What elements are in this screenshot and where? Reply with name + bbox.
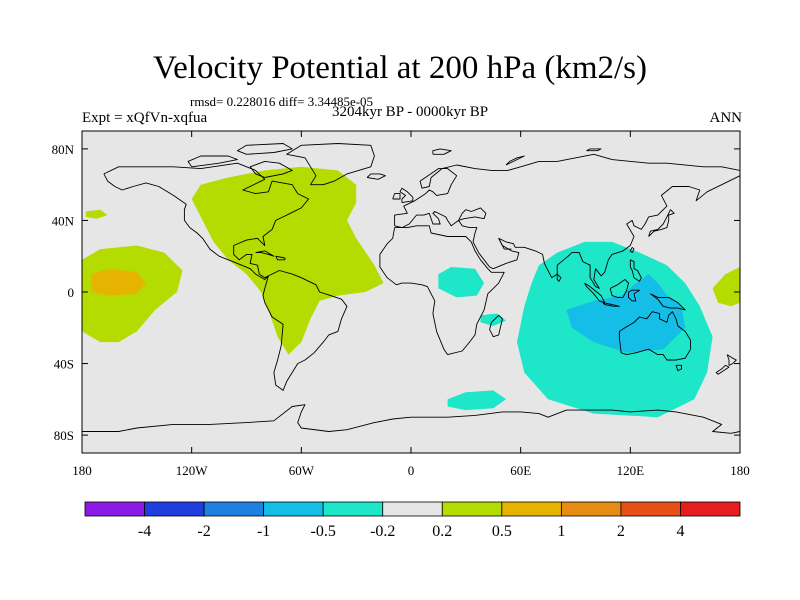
colorbar-label: 1 [557, 523, 565, 540]
colorbar-label: -0.5 [311, 523, 336, 540]
colorbar-swatch [203, 501, 265, 517]
colorbar-label: 0.2 [432, 523, 452, 540]
colorbar-swatch [322, 501, 384, 517]
coastline-eurasia-africa [379, 225, 505, 356]
coastline-australia [618, 311, 692, 361]
anomaly-region-north-pacific-blob [85, 209, 108, 219]
x-tick-label: 0 [408, 463, 415, 478]
coastline-new-zealand-north [726, 354, 737, 366]
colorbar-swatch [560, 501, 622, 517]
x-tick-label: 180 [72, 463, 92, 478]
coastline-arabia-gulf [498, 238, 512, 250]
coastline-java [602, 302, 620, 307]
coastline-iceland [366, 173, 386, 180]
coastline-madagascar [489, 314, 503, 338]
coastline-novaya-zemlya [505, 155, 525, 166]
colorbar-label: 4 [676, 523, 684, 540]
colorbar-swatch [441, 501, 503, 517]
colorbar-swatch [680, 501, 741, 517]
x-tick-label: 60E [510, 463, 531, 478]
coastline-japan [648, 209, 675, 237]
colorbar-swatch [382, 501, 443, 517]
coastline-ireland [392, 193, 401, 200]
coastline-south-america [262, 270, 348, 391]
coastline-severnaya [586, 148, 602, 152]
coastline-north-america [103, 162, 310, 280]
coastline-sumatra [584, 282, 606, 304]
colorbar-swatch [620, 501, 681, 517]
season-label: ANN [709, 110, 743, 126]
anomaly-region-maritime-continent [566, 274, 686, 353]
stats-line: rmsd= 0.228016 diff= 3.34485e-05 [190, 94, 374, 109]
x-tick-label: 120E [617, 463, 645, 478]
coastline-ellesmere [236, 143, 293, 155]
colorbar-label: 0.5 [492, 523, 512, 540]
colorbar-swatch [263, 501, 324, 517]
coastline-baffin [249, 160, 293, 178]
coastline-cuba [255, 250, 275, 257]
period-label: 3204kyr BP - 0000kyr BP [331, 104, 489, 120]
colorbar-label: -1 [257, 523, 270, 540]
coastline-taiwan [629, 246, 635, 254]
coastline-arctic-archipelago [187, 155, 238, 168]
anomaly-region-east-africa [438, 267, 485, 298]
coastline-new-zealand-south [715, 364, 730, 375]
anomaly-region-southern-ocean [447, 390, 506, 411]
coastline-borneo [609, 279, 629, 298]
colorbar-label: -4 [138, 523, 151, 540]
x-tick-label: 120W [176, 463, 209, 478]
colorbar-swatch [84, 501, 145, 517]
coastline-tasmania [675, 364, 682, 372]
coastline-sulawesi [628, 289, 640, 302]
x-tick-label: 180 [730, 463, 750, 478]
experiment-label: Expt = xQfVn-xqfua [82, 110, 208, 126]
y-tick-label: 80N [52, 142, 75, 157]
coastline-europe-asia [394, 153, 740, 289]
y-tick-label: 80S [54, 428, 74, 443]
colorbar-swatch [144, 501, 205, 517]
anomaly-region-central-pacific-core [91, 268, 146, 296]
colorbar-swatch [501, 501, 562, 517]
x-tick-label: 60W [289, 463, 315, 478]
y-tick-label: 40S [54, 357, 74, 372]
coastline-greenland [286, 143, 375, 186]
coastline-uk [399, 187, 414, 204]
coastline-philippines [629, 259, 642, 282]
colorbar-label: -2 [197, 523, 210, 540]
coastline-new-guinea [650, 293, 686, 311]
plot-title: Velocity Potential at 200 hPa (km2/s) [152, 50, 648, 86]
coastline-svalbard [432, 148, 452, 155]
coastline-antarctica [82, 404, 740, 434]
anomaly-region-north-atlantic-americas [191, 166, 384, 355]
y-tick-label: 0 [68, 285, 75, 300]
anomaly-region-west-pacific-edge [712, 267, 740, 307]
y-tick-label: 40N [52, 213, 75, 228]
colorbar-label: -0.2 [370, 523, 395, 540]
coastline-hispaniola [275, 255, 286, 261]
colorbar-label: 2 [617, 523, 625, 540]
coastline-sri-lanka [556, 273, 562, 282]
